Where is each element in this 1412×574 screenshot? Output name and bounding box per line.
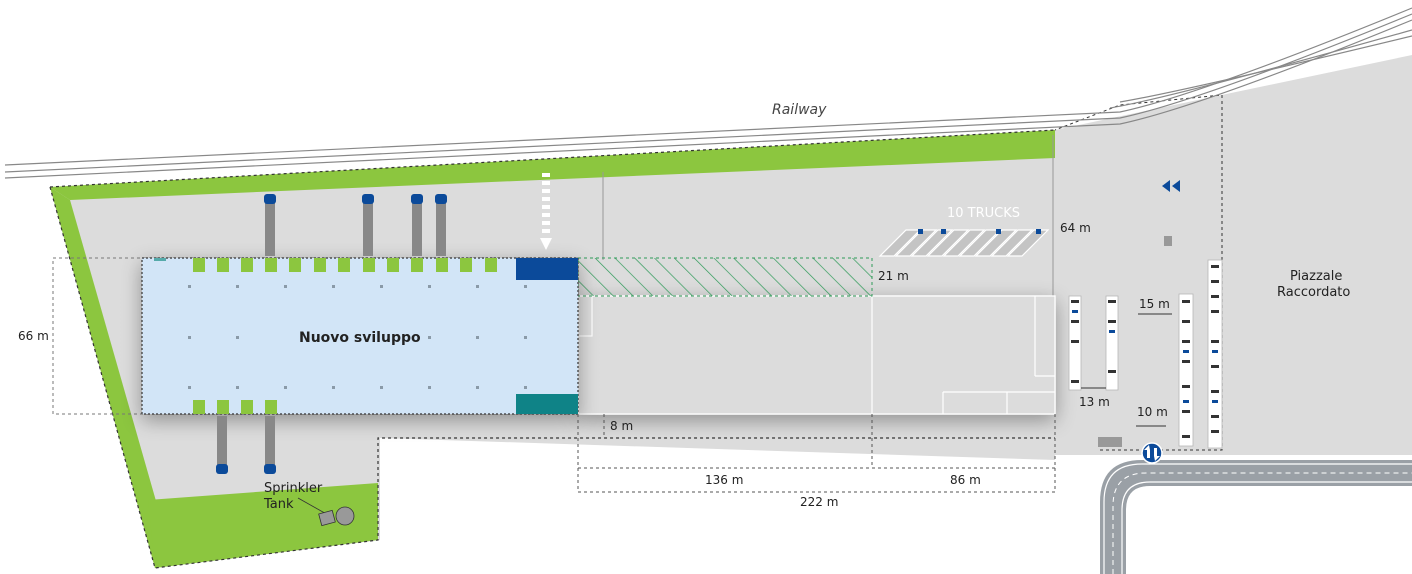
dim-86m: 86 m (950, 473, 981, 487)
loading-docks-top (193, 258, 497, 272)
tank-label: Tank (263, 497, 294, 512)
truck-parking-area (878, 229, 1050, 257)
dim-64m: 64 m (1060, 221, 1091, 235)
green-strip-top (50, 130, 1055, 200)
new-development-label: Nuovo sviluppo (299, 330, 421, 346)
corner-marker (154, 258, 166, 261)
railway-tracks (4, 7, 1412, 179)
dim-136m: 136 m (705, 473, 743, 487)
piazzale-ground (1055, 55, 1412, 455)
car-parking-blue (1072, 310, 1218, 403)
sprinkler-tank (297, 497, 355, 527)
double-chevron-left-icon (1162, 180, 1180, 192)
car-parking-columns (1068, 259, 1223, 449)
trucks-docked-bottom (216, 416, 276, 474)
roundabout-icon (1141, 442, 1163, 464)
sprinkler-label: Sprinkler (264, 481, 323, 496)
existing-buildings (577, 295, 1056, 415)
road-centerline (1112, 472, 1412, 574)
dim-222m: 222 m (800, 495, 838, 509)
piazzale-label: Piazzale (1290, 269, 1342, 284)
entry-arrow-icon (540, 173, 552, 250)
office-block-teal (516, 394, 578, 414)
parking-dimensions (1081, 313, 1172, 427)
dim-8m: 8 m (610, 419, 633, 433)
gatehouse (1098, 437, 1122, 447)
dim-66m: 66 m (18, 329, 49, 343)
expansion-hatch (577, 257, 873, 297)
dimension-lines (577, 414, 1056, 493)
column-grid (188, 285, 527, 389)
dim-13m: 13 m (1079, 395, 1110, 409)
green-strip-left (50, 187, 160, 568)
new-development-building (141, 257, 579, 415)
dim-21m: 21 m (878, 269, 909, 283)
trucks-label: 10 TRUCKS (947, 206, 1020, 221)
office-block-blue (516, 258, 578, 280)
raccordato-label: Raccordato (1277, 285, 1350, 300)
access-road (1100, 460, 1412, 574)
car-parking-marks (1071, 265, 1219, 438)
road-edge (1103, 463, 1412, 574)
green-area-bottom (148, 483, 378, 568)
dim-10m: 10 m (1137, 405, 1168, 419)
marker-post (1164, 236, 1172, 246)
site-boundary (49, 129, 1100, 569)
loading-docks-bottom (193, 400, 277, 414)
dim-15m: 15 m (1139, 297, 1170, 311)
railway-label: Railway (772, 102, 827, 118)
trucks-docked-top (264, 194, 447, 256)
